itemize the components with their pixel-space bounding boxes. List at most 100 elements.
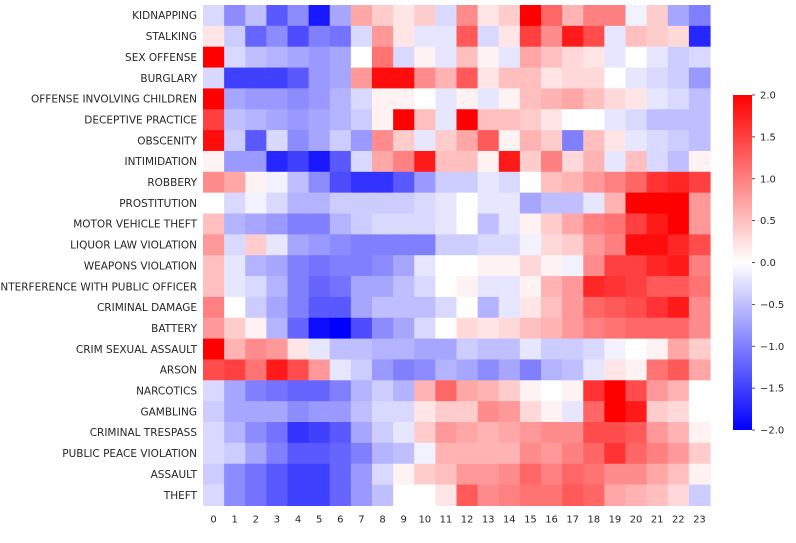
x-tick-label: 8 — [379, 514, 385, 525]
heatmap-cell — [477, 234, 500, 256]
heatmap-cell — [625, 25, 648, 48]
heatmap-cell — [519, 234, 542, 256]
heatmap-cell — [646, 317, 669, 340]
heatmap-cell — [203, 192, 225, 215]
heatmap-cell — [604, 359, 627, 381]
heatmap-cell — [456, 25, 479, 48]
y-tick-label: OBSCENITY — [137, 135, 197, 147]
heatmap-cell — [625, 67, 648, 89]
heatmap-cell — [224, 5, 246, 27]
heatmap-cell — [541, 109, 563, 131]
heatmap-cell — [329, 380, 352, 402]
heatmap-cell — [266, 234, 289, 256]
heatmap-cell — [604, 130, 627, 152]
heatmap-cell — [562, 192, 584, 215]
heatmap-cell — [667, 317, 690, 340]
heatmap-cell — [308, 359, 331, 381]
heatmap-cells — [203, 5, 711, 506]
heatmap-cell — [435, 109, 458, 131]
heatmap-cell — [329, 255, 352, 277]
heatmap-cell — [646, 359, 669, 381]
y-tick-label: ROBBERY — [147, 177, 197, 189]
y-tick-label: INTIMIDATION — [124, 156, 197, 168]
heatmap-cell — [667, 359, 690, 381]
heatmap-cell — [329, 234, 352, 256]
heatmap-cell — [414, 317, 436, 340]
heatmap-cell — [498, 171, 521, 194]
heatmap-cell — [414, 192, 436, 215]
x-tick-label: 15 — [524, 514, 537, 525]
heatmap-cell — [583, 276, 605, 298]
heatmap-cell — [541, 150, 563, 173]
heatmap-cell — [287, 213, 310, 235]
heatmap-cell — [224, 234, 246, 256]
heatmap-cell — [308, 401, 331, 423]
heatmap-cell — [519, 150, 542, 173]
heatmap-cell — [329, 88, 352, 110]
heatmap-cell — [477, 130, 500, 152]
heatmap-cell — [372, 25, 394, 48]
y-tick-label: THEFT — [163, 490, 198, 502]
heatmap-cell — [372, 192, 394, 215]
heatmap-cell — [498, 484, 521, 506]
heatmap-cell — [646, 130, 669, 152]
heatmap-cell — [562, 213, 584, 235]
heatmap-cell — [498, 67, 521, 89]
heatmap-cell — [498, 192, 521, 215]
heatmap-cell — [393, 401, 415, 423]
heatmap-cell — [583, 192, 605, 215]
heatmap-cell — [308, 5, 331, 27]
heatmap-cell — [519, 359, 542, 381]
x-tick-label: 7 — [358, 514, 364, 525]
colorbar-tick-label: 0.0 — [760, 258, 776, 269]
heatmap-cell — [456, 234, 479, 256]
heatmap-cell — [393, 130, 415, 152]
heatmap-cell — [541, 25, 563, 48]
heatmap-cell — [245, 463, 267, 486]
heatmap-cell — [456, 171, 479, 194]
heatmap-cell — [224, 401, 246, 423]
heatmap-cell — [688, 422, 711, 444]
heatmap-cell — [688, 338, 711, 361]
heatmap-cell — [308, 255, 331, 277]
heatmap-cell — [393, 46, 415, 69]
heatmap-cell — [287, 150, 310, 173]
heatmap-cell — [372, 463, 394, 486]
heatmap-cell — [477, 150, 500, 173]
heatmap-cell — [287, 67, 310, 89]
heatmap-cell — [245, 484, 267, 506]
heatmap-cell — [245, 296, 267, 319]
heatmap-cell — [329, 463, 352, 486]
y-tick-label: OFFENSE INVOLVING CHILDREN — [31, 94, 197, 106]
heatmap-cell — [203, 213, 225, 235]
x-tick-label: 9 — [401, 514, 407, 525]
heatmap-cell — [266, 276, 289, 298]
heatmap-cell — [604, 380, 627, 402]
heatmap-cell — [203, 25, 225, 48]
heatmap-cell — [393, 442, 415, 465]
heatmap-cell — [667, 234, 690, 256]
heatmap-cell — [224, 213, 246, 235]
heatmap-cell — [287, 380, 310, 402]
heatmap-cell — [541, 484, 563, 506]
heatmap-cell — [625, 213, 648, 235]
x-tick-label: 4 — [295, 514, 301, 525]
heatmap-cell — [625, 422, 648, 444]
y-axis-labels: KIDNAPPING STALKING SEX OFFENSE BURGLARY OFF… — [0, 10, 198, 502]
heatmap-cell — [604, 25, 627, 48]
y-tick-label: PROSTITUTION — [119, 198, 197, 210]
x-tick-label: 20 — [630, 514, 643, 525]
heatmap-cell — [266, 338, 289, 361]
heatmap-cell — [477, 380, 500, 402]
x-tick-label: 17 — [566, 514, 579, 525]
heatmap-cell — [646, 276, 669, 298]
heatmap-cell — [435, 380, 458, 402]
heatmap-cell — [625, 359, 648, 381]
heatmap-cell — [329, 484, 352, 506]
heatmap-cell — [498, 213, 521, 235]
colorbar-tick-label: −0.5 — [760, 300, 784, 311]
heatmap-cell — [456, 88, 479, 110]
heatmap-cell — [414, 296, 436, 319]
heatmap-cell — [498, 317, 521, 340]
heatmap-cell — [308, 192, 331, 215]
